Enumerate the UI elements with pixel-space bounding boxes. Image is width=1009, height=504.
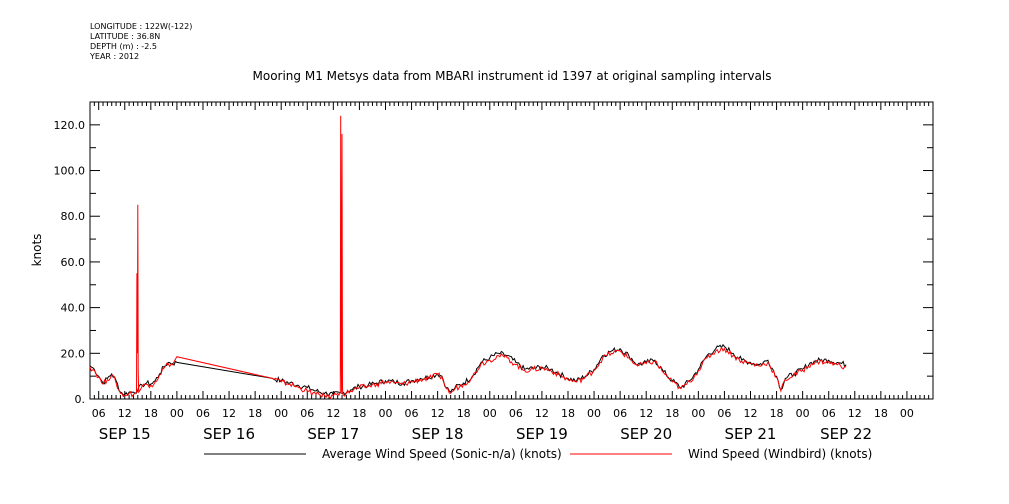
x-hour-label: 00 bbox=[796, 407, 810, 420]
header-depth: DEPTH (m) : -2.5 bbox=[90, 42, 157, 51]
x-day-label: SEP 19 bbox=[516, 425, 568, 443]
x-day-label: SEP 17 bbox=[307, 425, 359, 443]
x-hour-label: 06 bbox=[613, 407, 627, 420]
plot-frame bbox=[89, 101, 934, 400]
x-hour-label: 00 bbox=[587, 407, 601, 420]
x-hour-label: 18 bbox=[248, 407, 262, 420]
header-year: YEAR : 2012 bbox=[89, 52, 139, 61]
x-hour-label: 12 bbox=[743, 407, 757, 420]
legend-label-windbird: Wind Speed (Windbird) (knots) bbox=[688, 447, 872, 461]
x-hour-label: 00 bbox=[378, 407, 392, 420]
x-hour-label: 00 bbox=[170, 407, 184, 420]
x-hour-label: 18 bbox=[665, 407, 679, 420]
x-hour-label: 12 bbox=[222, 407, 236, 420]
x-axis-ticks: 06 12 18 00 06 12 18 00 06 12 18 00 06 12 18 00 06 12 18 00… bbox=[89, 102, 934, 443]
x-hour-label: 18 bbox=[457, 407, 471, 420]
x-hour-label: 00 bbox=[483, 407, 497, 420]
x-hour-label: 06 bbox=[300, 407, 314, 420]
x-day-label: SEP 21 bbox=[725, 425, 777, 443]
series-line-average bbox=[89, 343, 847, 397]
chart-title: Mooring M1 Metsys data from MBARI instru… bbox=[253, 69, 772, 83]
x-hour-label: 12 bbox=[639, 407, 653, 420]
y-axis-label: knots bbox=[30, 234, 44, 267]
x-hour-label: 06 bbox=[509, 407, 523, 420]
header-block: LONGITUDE : 122W(-122) LATITUDE : 36.8N … bbox=[89, 22, 192, 61]
legend: Average Wind Speed (Sonic-n/a) (knots) W… bbox=[204, 447, 872, 461]
x-day-label: SEP 20 bbox=[620, 425, 672, 443]
x-hour-label: 18 bbox=[770, 407, 784, 420]
y-tick-label: 20.0 bbox=[61, 347, 86, 360]
series-line-windbird bbox=[89, 115, 847, 400]
x-hour-label: 06 bbox=[822, 407, 836, 420]
x-day-label: SEP 16 bbox=[203, 425, 255, 443]
header-longitude: LONGITUDE : 122W(-122) bbox=[90, 22, 192, 31]
legend-label-average: Average Wind Speed (Sonic-n/a) (knots) bbox=[322, 447, 562, 461]
x-day-label: SEP 18 bbox=[412, 425, 464, 443]
series-lines bbox=[89, 115, 847, 400]
x-hour-label: 06 bbox=[405, 407, 419, 420]
x-hour-label: 12 bbox=[326, 407, 340, 420]
x-hour-label: 18 bbox=[561, 407, 575, 420]
x-day-label: SEP 22 bbox=[820, 425, 872, 443]
x-hour-label: 18 bbox=[144, 407, 158, 420]
x-hour-label: 12 bbox=[535, 407, 549, 420]
x-hour-label: 06 bbox=[196, 407, 210, 420]
x-hour-label: 12 bbox=[118, 407, 132, 420]
x-hour-label: 06 bbox=[717, 407, 731, 420]
y-tick-label: 80.0 bbox=[61, 210, 86, 223]
x-hour-label: 00 bbox=[900, 407, 914, 420]
x-hour-label: 00 bbox=[274, 407, 288, 420]
x-hour-label: 18 bbox=[352, 407, 366, 420]
x-hour-label: 00 bbox=[691, 407, 705, 420]
y-tick-label: 60.0 bbox=[61, 256, 86, 269]
x-day-label: SEP 15 bbox=[99, 425, 151, 443]
header-latitude: LATITUDE : 36.8N bbox=[90, 32, 160, 41]
y-tick-label: 120.0 bbox=[54, 119, 86, 132]
x-hour-label: 12 bbox=[431, 407, 445, 420]
x-hour-label: 06 bbox=[92, 407, 106, 420]
y-tick-label: 40.0 bbox=[61, 302, 86, 315]
x-hour-label: 18 bbox=[874, 407, 888, 420]
y-tick-label: 100.0 bbox=[54, 165, 86, 178]
y-tick-label: 0. bbox=[75, 393, 86, 406]
x-hour-label: 12 bbox=[848, 407, 862, 420]
y-axis-ticks: 0. 20.0 40.0 60.0 80.0 100.0 120.0 bbox=[54, 101, 933, 406]
